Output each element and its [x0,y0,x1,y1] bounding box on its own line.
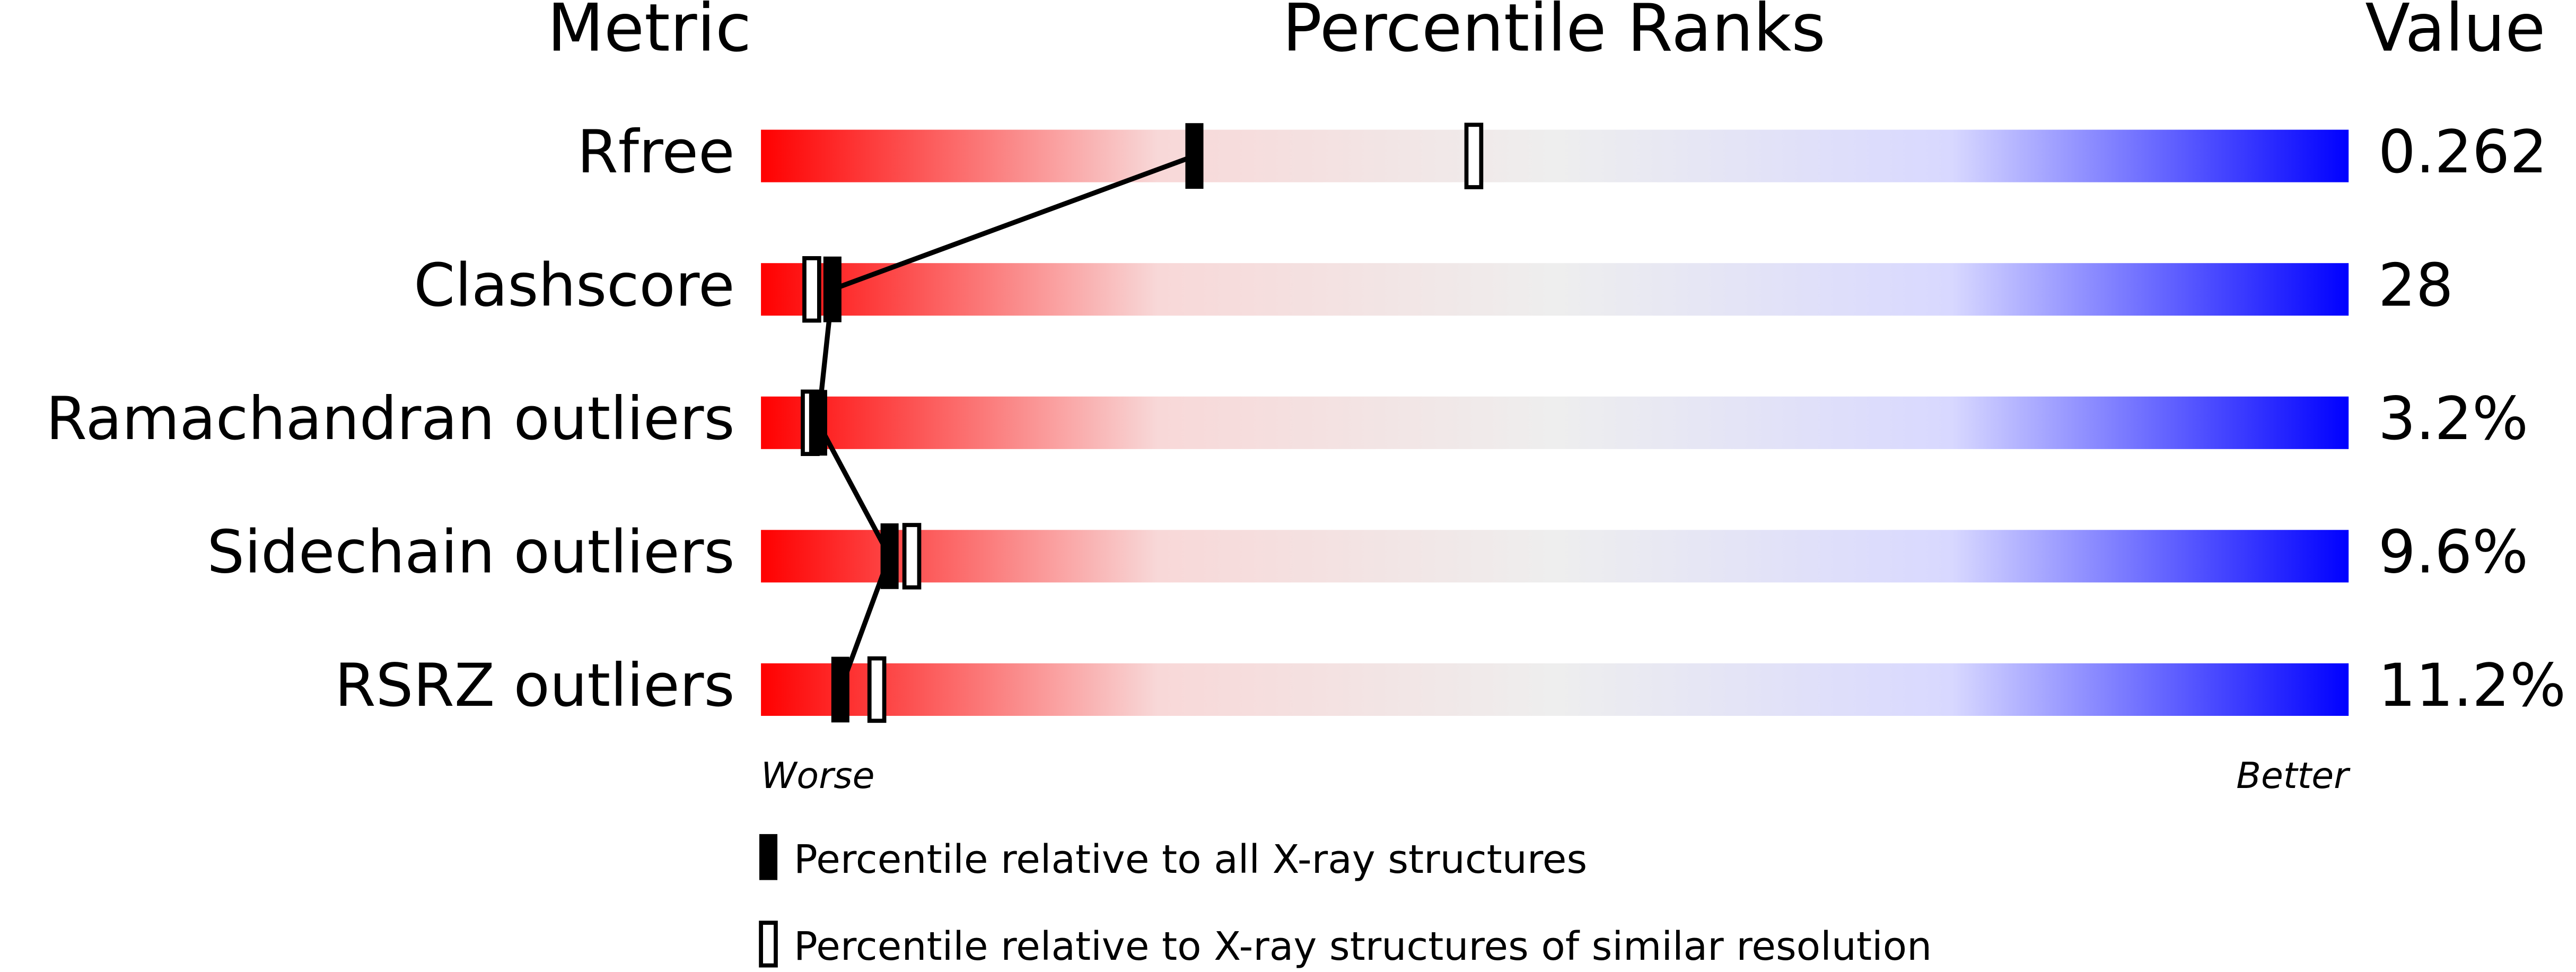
metric-label: Rfree [577,118,734,187]
legend-label: Percentile relative to X-ray structures … [794,923,1932,969]
metric-value: 0.262 [2378,118,2547,187]
legend-swatch [759,921,778,968]
percentile-marker-filled [880,523,899,589]
metric-label: Sidechain outliers [207,519,734,587]
percentile-marker-open [802,256,821,323]
metric-label: RSRZ outliers [335,652,734,720]
value-header: Value [2365,0,2545,67]
legend-label: Percentile relative to all X-ray structu… [794,836,1587,882]
axis-low-label: Worse [761,755,874,797]
percentile-marker-open [867,656,887,723]
percentile-marker-filled [1185,123,1204,189]
percentile-marker-open [902,523,922,590]
metric-label: Ramachandran outliers [46,385,735,453]
percentile-marker-open [1464,122,1484,189]
legend-swatch [759,834,778,880]
metric-value: 28 [2378,251,2454,320]
metric-value: 11.2% [2378,652,2566,720]
gradient-bar [761,530,2349,583]
gradient-bar [761,663,2349,716]
percentile-marker-filled [809,390,827,456]
metric-header: Metric [547,0,751,67]
gradient-bar [761,129,2349,182]
metric-value: 3.2% [2378,385,2528,453]
axis-high-label: Better [2236,755,2351,797]
gradient-bar [761,396,2349,449]
gradient-bar [761,263,2349,316]
metric-label: Clashscore [414,251,734,320]
percentile-marker-filled [823,256,842,322]
metric-value: 9.6% [2378,519,2528,587]
chart-title: Percentile Ranks [1282,0,1825,67]
percentile-marker-filled [831,656,849,723]
